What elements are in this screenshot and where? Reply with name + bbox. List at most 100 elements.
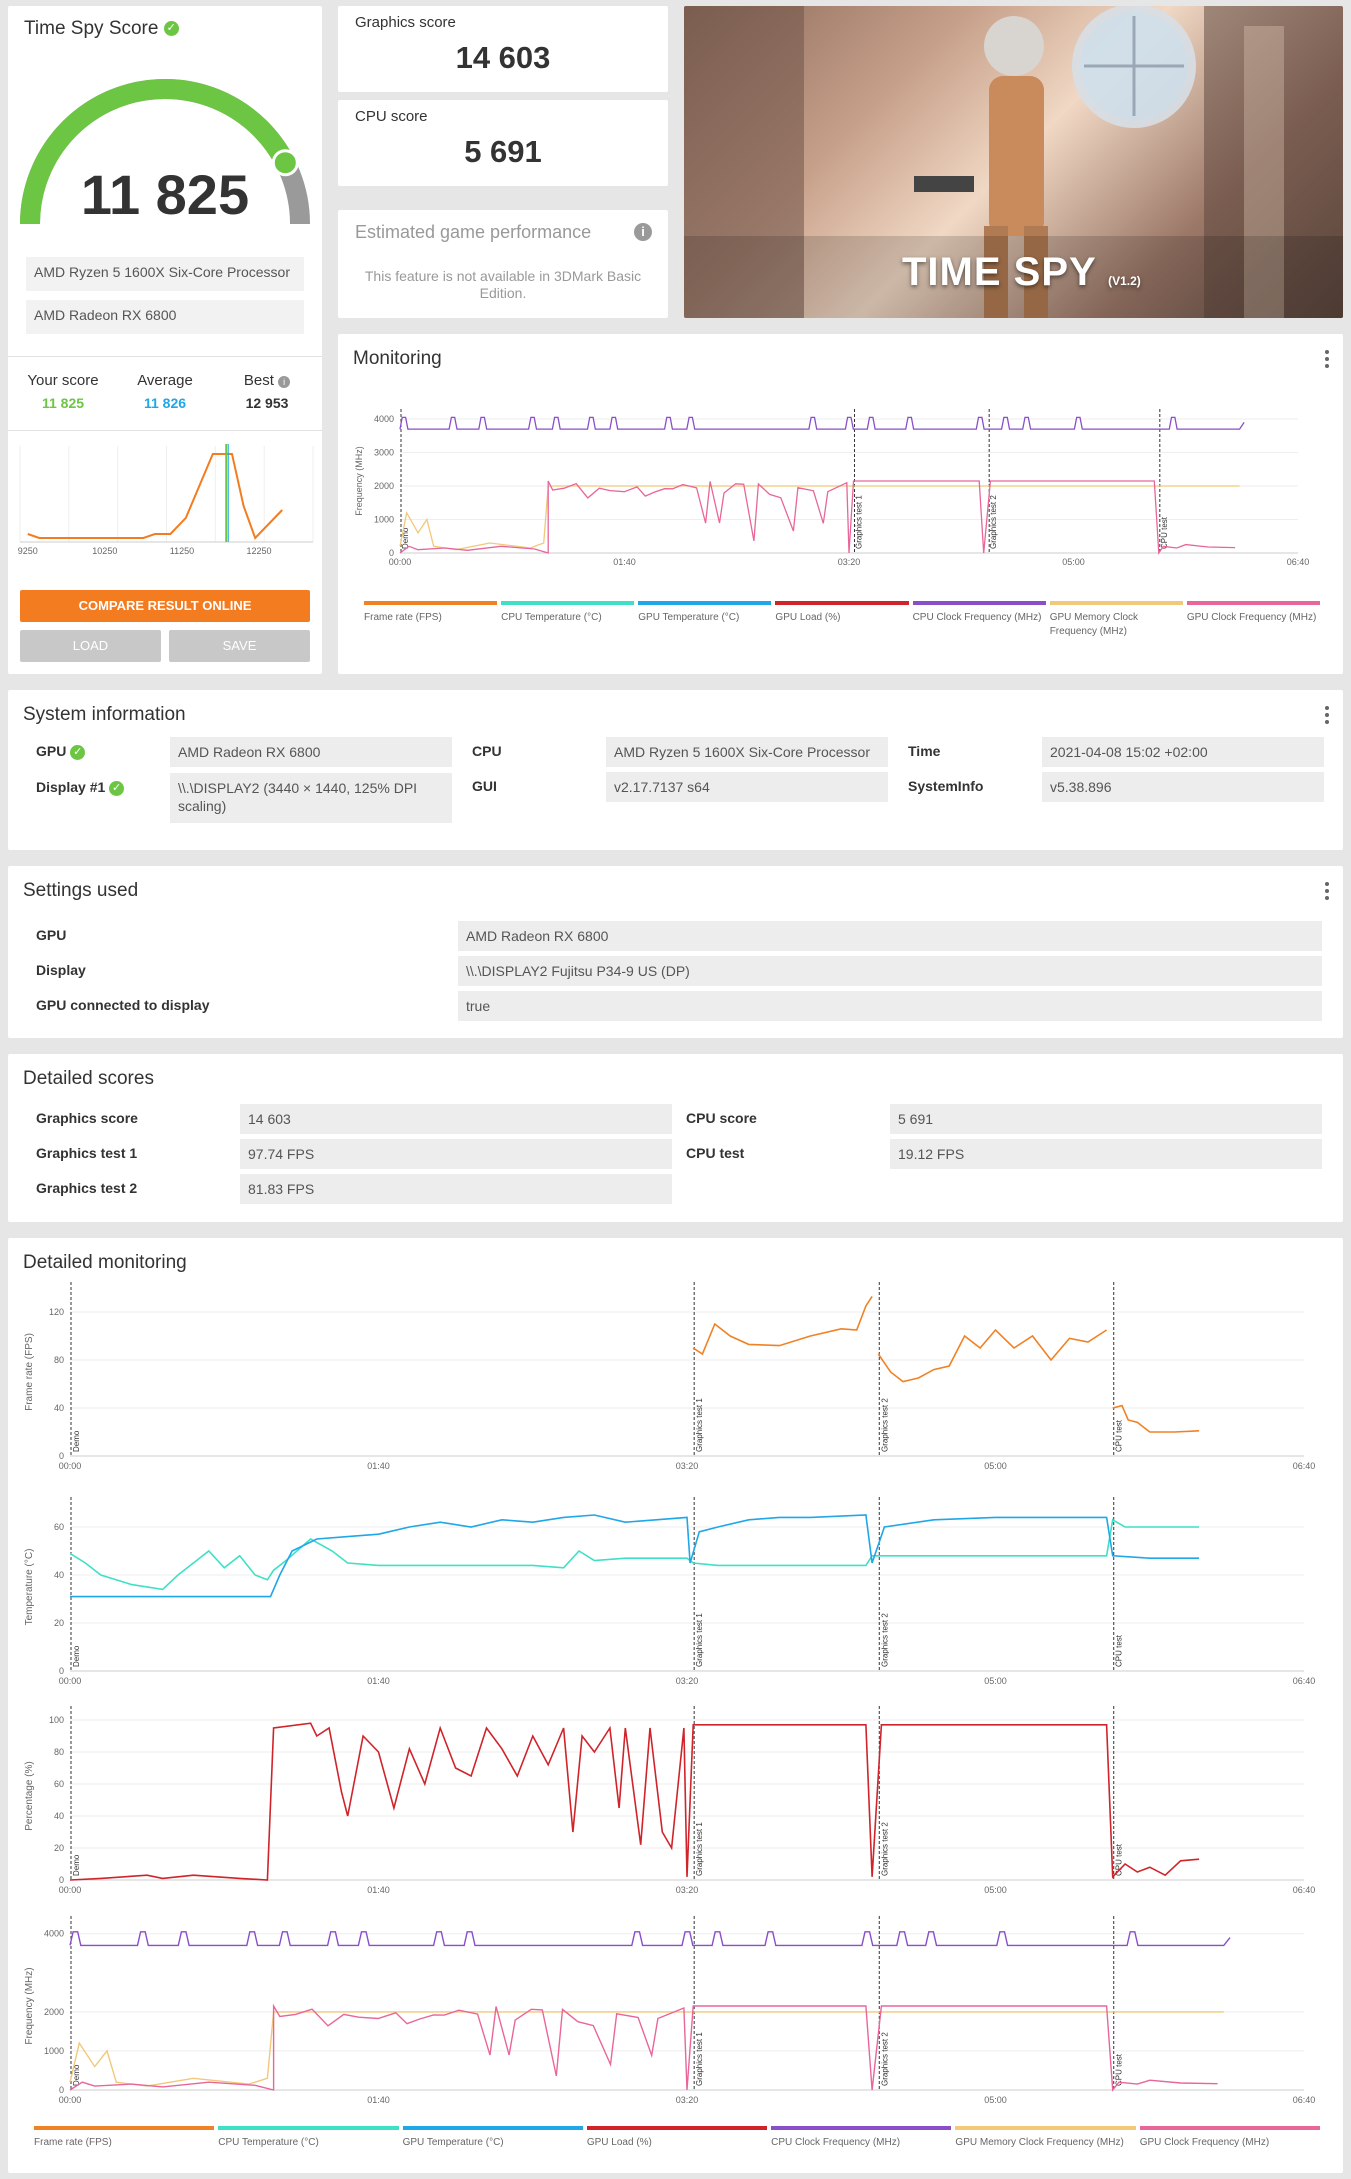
dm-legend-item[interactable]: GPU Temperature (°C) — [402, 2126, 583, 2150]
dm-x-tick: 01:40 — [367, 1461, 390, 1471]
more-options-icon[interactable] — [1325, 350, 1329, 371]
mon-gpu-memory-clock-line — [399, 485, 1240, 551]
ds-graphics-test-1-value: 97.74 FPS — [248, 1146, 315, 1162]
dist-x-tick: 11250 — [170, 546, 194, 556]
time-label: Time — [908, 743, 941, 759]
gui-label: GUI — [472, 778, 497, 794]
systeminfo-label: SystemInfo — [908, 778, 984, 794]
compare-result-online-button[interactable]: COMPARE RESULT ONLINE — [20, 590, 310, 622]
mon-legend-item[interactable]: GPU Temperature (°C) — [638, 601, 772, 625]
dm-x-tick: 00:00 — [59, 2095, 82, 2105]
dm-legend-item[interactable]: CPU Clock Frequency (MHz) — [771, 2126, 952, 2150]
dm-y-tick: 20 — [54, 1843, 64, 1853]
more-options-icon[interactable] — [1325, 882, 1329, 903]
mon-test-marker-label: CPU test — [1160, 516, 1169, 549]
info-icon[interactable]: i — [278, 376, 291, 388]
dm-gpu-load-line — [69, 1722, 1200, 1881]
dm-x-tick: 00:00 — [59, 1885, 82, 1895]
dist-x-tick: 10250 — [92, 546, 117, 556]
display-label: Display #1 ✓ — [36, 779, 125, 796]
load-button[interactable]: LOAD — [20, 630, 161, 662]
score-divider — [8, 356, 322, 357]
dm-legend-swatch — [771, 2126, 952, 2130]
dm-y-tick: 0 — [59, 2085, 64, 2095]
display-value-box: \\.\DISPLAY2 (3440 × 1440, 125% DPI scal… — [170, 773, 452, 823]
dm-y-axis-label: Frame rate (FPS) — [24, 1333, 35, 1411]
dist-line — [27, 453, 283, 540]
average-value: 11 826 — [143, 395, 187, 411]
detailed-monitoring-legend: Frame rate (FPS) CPU Temperature (°C) GPU … — [34, 2126, 1324, 2156]
mon-legend-item[interactable]: CPU Clock Frequency (MHz) — [912, 601, 1046, 625]
mon-y-tick: 4000 — [374, 414, 394, 424]
detailed-monitoring-title: Detailed monitoring — [23, 1252, 187, 1273]
dm-legend-label: GPU Memory Clock Frequency (MHz) — [955, 2137, 1124, 2148]
dm-y-tick: 40 — [54, 1570, 64, 1580]
mon-legend-swatch — [775, 601, 909, 605]
mon-x-tick: 06:40 — [1287, 557, 1310, 567]
settings-display-value: \\.\DISPLAY2 Fujitsu P34-9 US (DP) — [466, 963, 690, 979]
dm-x-tick: 01:40 — [367, 1676, 390, 1686]
graphics-score-label: Graphics score — [355, 14, 456, 31]
mon-legend-label: GPU Memory Clock Frequency (MHz) — [1049, 612, 1139, 637]
settings-used-panel: Settings used GPU AMD Radeon RX 6800 Dis… — [8, 866, 1343, 1038]
mon-legend-item[interactable]: GPU Load (%) — [775, 601, 909, 625]
gpu-value-box: AMD Radeon RX 6800 — [170, 737, 452, 767]
hero-version: (V1.2) — [1108, 274, 1141, 288]
settings-gpu-connected-value: true — [466, 998, 491, 1014]
mon-legend-swatch — [364, 601, 498, 605]
mon-legend-item[interactable]: CPU Temperature (°C) — [501, 601, 635, 625]
dm-x-tick: 05:00 — [984, 1885, 1007, 1895]
mon-y-tick: 1000 — [374, 515, 394, 525]
dm-test-marker-label: Graphics test 1 — [695, 2032, 704, 2086]
best-label-row: Best i — [222, 372, 312, 389]
dm-y-tick: 0 — [59, 1875, 64, 1885]
mon-legend-swatch — [912, 601, 1046, 605]
dm-x-tick: 06:40 — [1293, 1676, 1316, 1686]
gui-value: v2.17.7137 s64 — [614, 779, 710, 795]
dm-frame-rate-line — [877, 1328, 1108, 1383]
estimated-title: Estimated game performance — [355, 222, 592, 242]
check-icon: ✓ — [163, 21, 179, 37]
gpu-value: AMD Radeon RX 6800 — [178, 744, 321, 760]
average-col: Average 11 826 — [120, 372, 210, 411]
dm-legend-item[interactable]: Frame rate (FPS) — [34, 2126, 215, 2150]
dm-legend-swatch — [586, 2126, 768, 2130]
mon-legend-item[interactable]: GPU Memory Clock Frequency (MHz) — [1049, 601, 1183, 639]
info-icon[interactable]: i — [634, 223, 652, 241]
more-options-icon[interactable] — [1325, 706, 1329, 727]
dm-x-tick: 06:40 — [1293, 1885, 1316, 1895]
ds-graphics-test-2-box: 81.83 FPS — [240, 1174, 672, 1204]
monitoring-chart: 4000 3000 2000 1000 0 Frequency (MHz) 00:00 01:… — [354, 409, 1310, 567]
settings-used-title: Settings used — [23, 880, 139, 901]
mon-x-tick: 00:00 — [389, 557, 412, 567]
dm-y-tick: 4000 — [44, 1929, 64, 1939]
settings-gpu-connected-value-box: true — [458, 991, 1322, 1021]
dm-test-marker-label: CPU test — [1115, 2053, 1124, 2086]
mon-legend-item[interactable]: GPU Clock Frequency (MHz) — [1186, 601, 1320, 625]
dm-legend-item[interactable]: GPU Clock Frequency (MHz) — [1139, 2126, 1320, 2150]
cpu-name: AMD Ryzen 5 1600X Six-Core Processor — [34, 264, 290, 280]
dm-legend-label: GPU Clock Frequency (MHz) — [1139, 2137, 1270, 2148]
monitoring-title: Monitoring — [353, 348, 442, 369]
dm-x-tick: 06:40 — [1293, 2095, 1316, 2105]
dm-y-tick: 20 — [54, 1618, 64, 1628]
mon-legend-item[interactable]: Frame rate (FPS) — [364, 601, 498, 625]
dm-y-tick: 0 — [59, 1451, 64, 1461]
dm-y-tick: 40 — [54, 1811, 64, 1821]
graphics-score-panel: Graphics score 14 603 — [338, 6, 668, 92]
gpu-label: GPU ✓ — [36, 743, 86, 760]
mon-x-tick: 03:20 — [838, 557, 861, 567]
dm-legend-label: CPU Temperature (°C) — [218, 2137, 319, 2148]
dm-legend-item[interactable]: GPU Load (%) — [586, 2126, 768, 2150]
best-label: Best — [243, 372, 274, 389]
cpu-value: AMD Ryzen 5 1600X Six-Core Processor — [614, 744, 870, 760]
ds-cpu-test-box: 19.12 FPS — [890, 1139, 1322, 1169]
hero-illustration — [684, 6, 1343, 318]
dm-legend-item[interactable]: GPU Memory Clock Frequency (MHz) — [955, 2126, 1136, 2150]
dm-x-tick: 01:40 — [367, 2095, 390, 2105]
hero-title-text: TIME SPY — [902, 250, 1096, 294]
dm-x-tick: 05:00 — [984, 1461, 1007, 1471]
save-button[interactable]: SAVE — [169, 630, 310, 662]
dm-test-marker-label: Demo — [72, 1430, 81, 1452]
dm-legend-item[interactable]: CPU Temperature (°C) — [218, 2126, 399, 2150]
